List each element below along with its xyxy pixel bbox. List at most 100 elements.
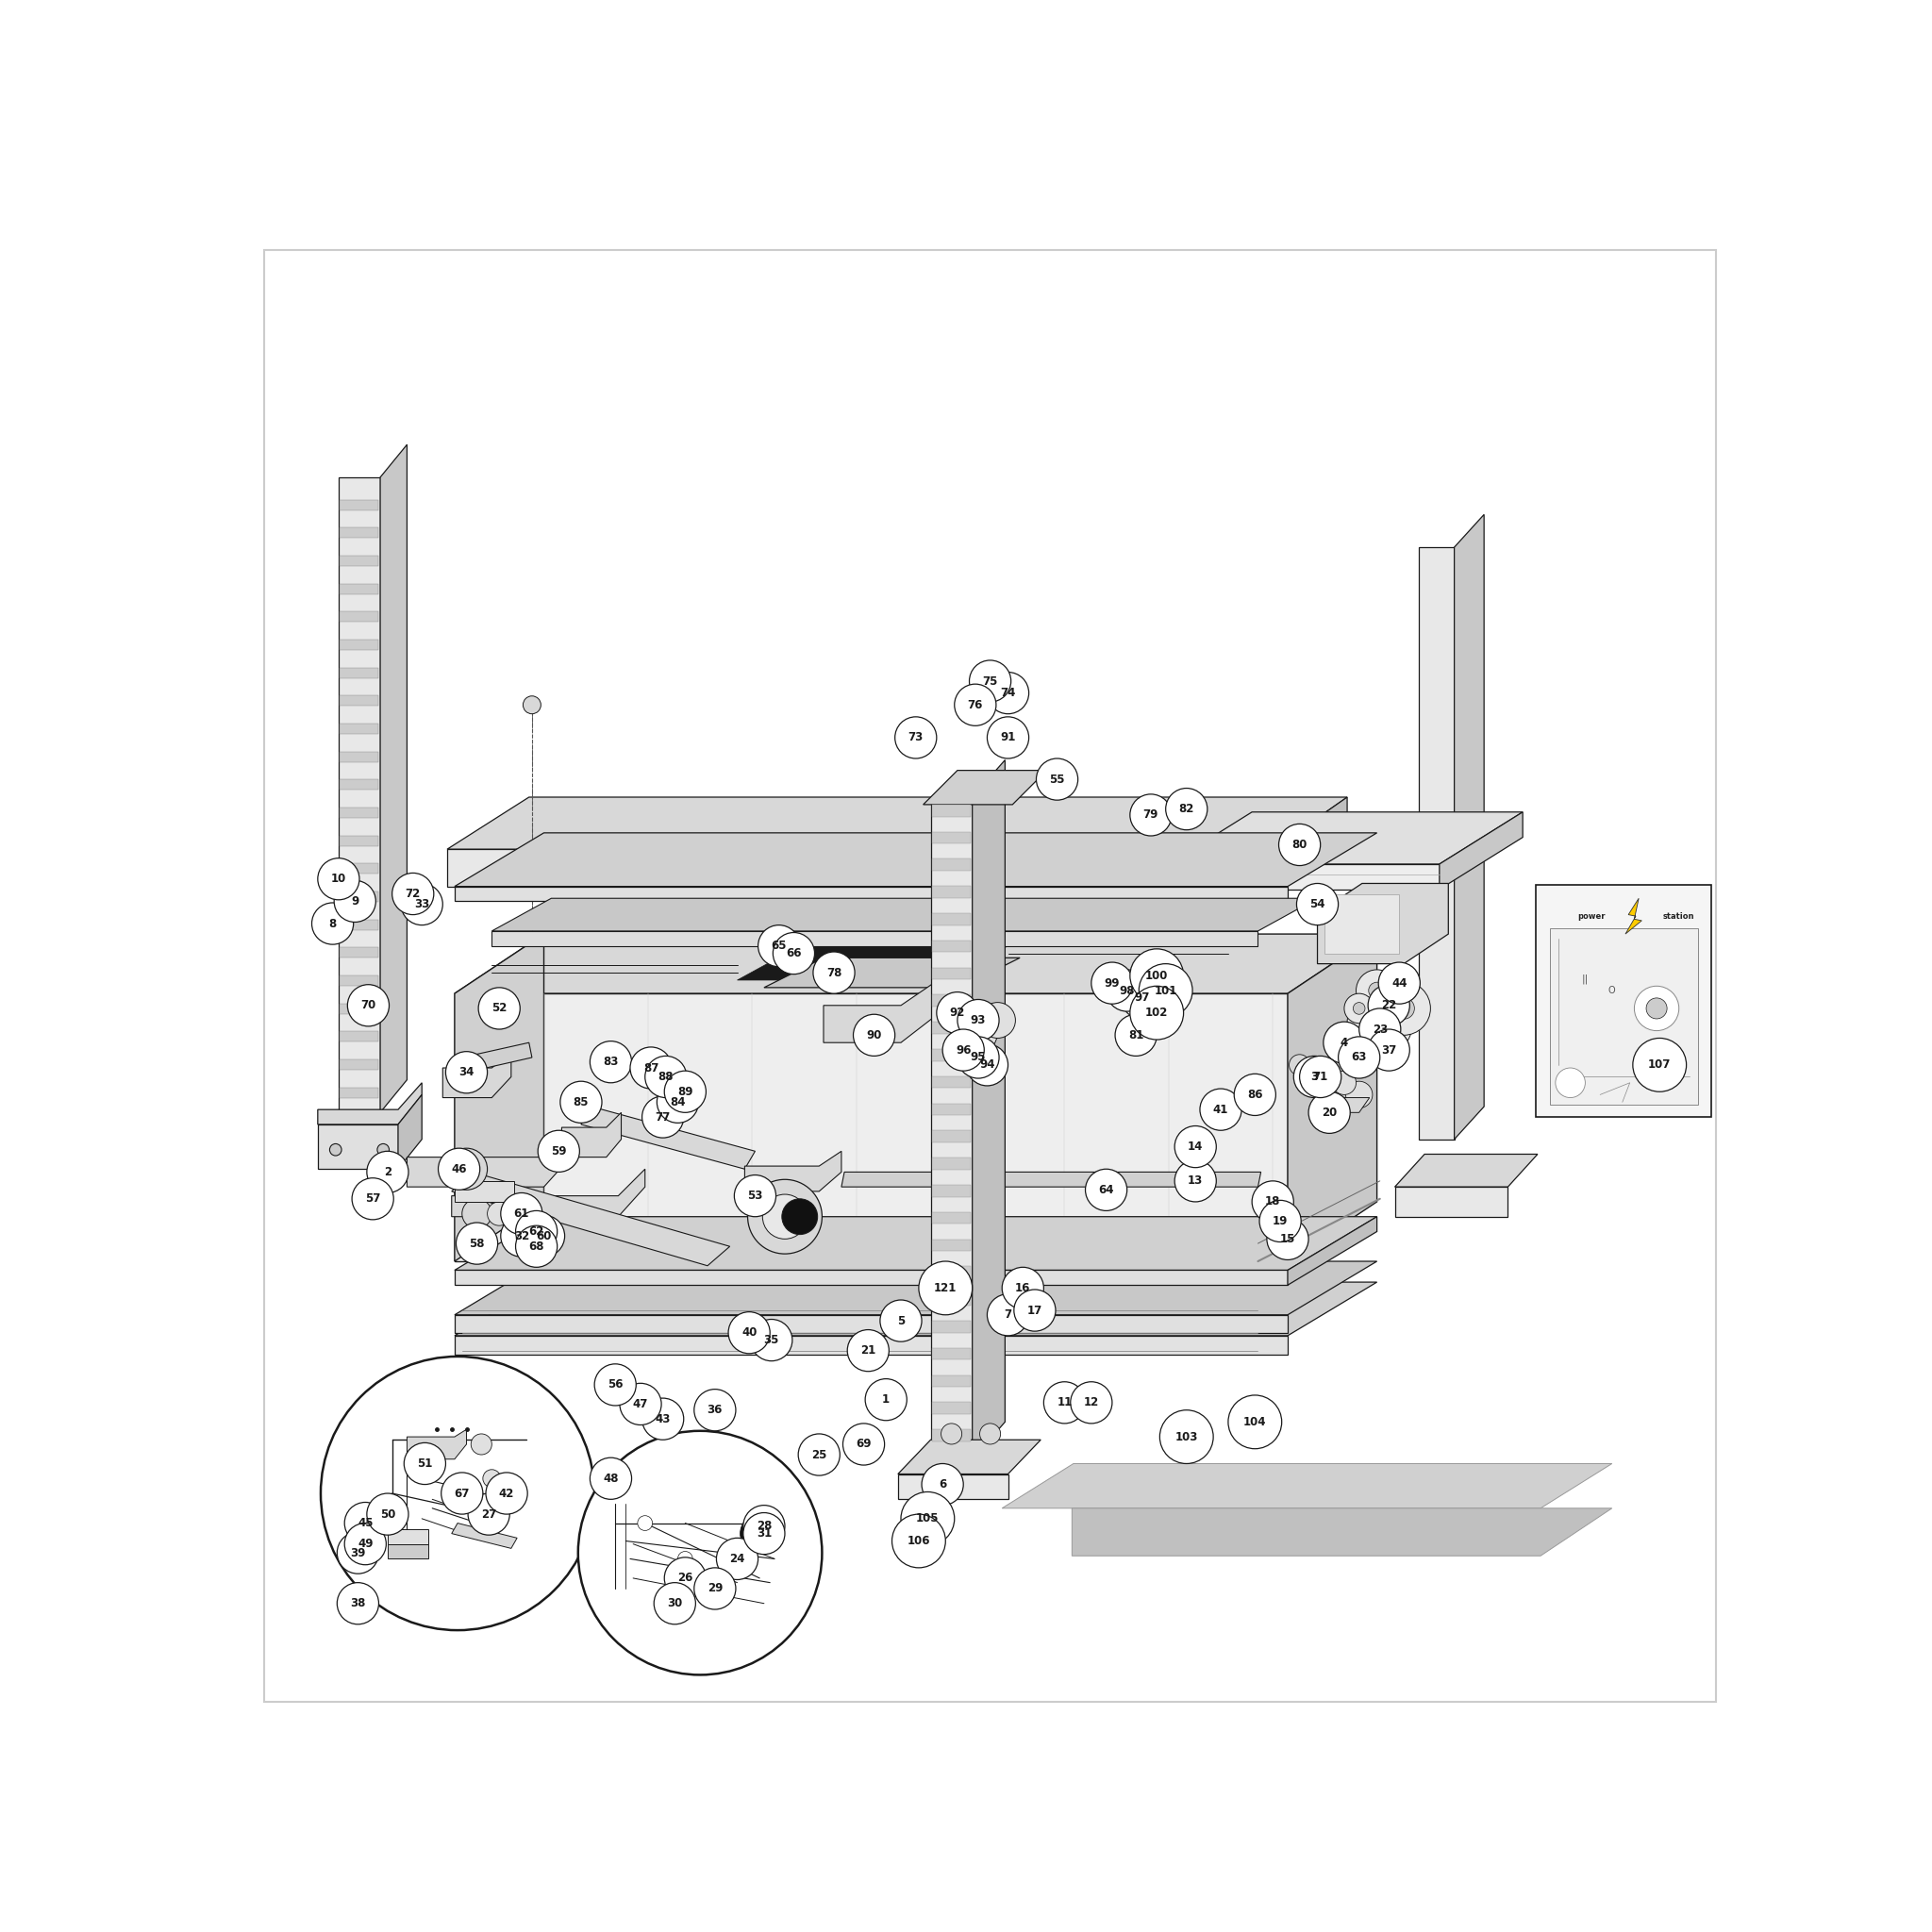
Polygon shape bbox=[931, 1103, 970, 1115]
Circle shape bbox=[937, 991, 978, 1034]
Circle shape bbox=[1036, 759, 1078, 800]
Circle shape bbox=[943, 1030, 983, 1070]
Circle shape bbox=[740, 1515, 779, 1553]
Text: 60: 60 bbox=[537, 1231, 551, 1242]
Polygon shape bbox=[454, 1180, 514, 1202]
Text: 28: 28 bbox=[755, 1520, 771, 1532]
Circle shape bbox=[589, 1457, 632, 1499]
Polygon shape bbox=[340, 779, 379, 790]
Text: 77: 77 bbox=[655, 1111, 670, 1122]
Polygon shape bbox=[931, 1294, 970, 1306]
Polygon shape bbox=[454, 1283, 1378, 1335]
Circle shape bbox=[589, 1041, 632, 1082]
Text: 107: 107 bbox=[1648, 1059, 1671, 1070]
Text: 55: 55 bbox=[1049, 773, 1065, 786]
Text: 6: 6 bbox=[939, 1478, 947, 1492]
Text: 61: 61 bbox=[514, 1208, 529, 1219]
Text: 3: 3 bbox=[1310, 1070, 1318, 1084]
Circle shape bbox=[773, 933, 815, 974]
Text: 98: 98 bbox=[1119, 985, 1134, 997]
Polygon shape bbox=[454, 933, 545, 1262]
Circle shape bbox=[1320, 1101, 1345, 1124]
Polygon shape bbox=[1439, 811, 1522, 889]
Text: 93: 93 bbox=[970, 1014, 985, 1026]
Circle shape bbox=[1368, 985, 1410, 1026]
Text: 104: 104 bbox=[1244, 1416, 1267, 1428]
Text: 52: 52 bbox=[491, 1003, 506, 1014]
Circle shape bbox=[446, 1051, 487, 1094]
Circle shape bbox=[1318, 1057, 1347, 1088]
Polygon shape bbox=[338, 477, 381, 1113]
Circle shape bbox=[941, 1424, 962, 1445]
Circle shape bbox=[1333, 1070, 1356, 1095]
Text: 22: 22 bbox=[1381, 999, 1397, 1012]
Text: 34: 34 bbox=[458, 1066, 473, 1078]
Circle shape bbox=[1130, 949, 1184, 1003]
Circle shape bbox=[980, 1424, 1001, 1445]
Circle shape bbox=[881, 1300, 922, 1341]
Circle shape bbox=[1121, 978, 1163, 1018]
Circle shape bbox=[483, 1470, 500, 1488]
Circle shape bbox=[866, 1379, 906, 1420]
Text: 97: 97 bbox=[1134, 991, 1150, 1005]
Circle shape bbox=[1200, 1090, 1242, 1130]
Text: 21: 21 bbox=[860, 1345, 875, 1356]
Polygon shape bbox=[340, 835, 379, 846]
Text: 48: 48 bbox=[603, 1472, 618, 1484]
Text: 58: 58 bbox=[469, 1236, 485, 1250]
Circle shape bbox=[1345, 993, 1374, 1024]
Circle shape bbox=[630, 1047, 672, 1090]
Polygon shape bbox=[931, 860, 970, 871]
Circle shape bbox=[578, 1432, 821, 1675]
Circle shape bbox=[854, 1014, 895, 1057]
Circle shape bbox=[479, 987, 520, 1030]
Circle shape bbox=[620, 1383, 661, 1426]
Polygon shape bbox=[340, 1088, 379, 1097]
Text: 54: 54 bbox=[1310, 898, 1325, 910]
Polygon shape bbox=[442, 1053, 512, 1097]
Text: 36: 36 bbox=[707, 1405, 723, 1416]
Circle shape bbox=[1302, 1065, 1327, 1090]
Circle shape bbox=[1092, 962, 1132, 1005]
Text: 83: 83 bbox=[603, 1055, 618, 1068]
Circle shape bbox=[958, 999, 999, 1041]
Text: 23: 23 bbox=[1372, 1024, 1387, 1036]
Circle shape bbox=[377, 1144, 388, 1155]
Text: 10: 10 bbox=[330, 873, 346, 885]
Text: 59: 59 bbox=[551, 1146, 566, 1157]
Text: 38: 38 bbox=[350, 1598, 365, 1609]
Circle shape bbox=[1014, 1289, 1055, 1331]
Text: O: O bbox=[1607, 985, 1615, 995]
Text: 9: 9 bbox=[352, 895, 359, 908]
Circle shape bbox=[1175, 1159, 1217, 1202]
Circle shape bbox=[348, 985, 388, 1026]
Text: 88: 88 bbox=[659, 1070, 674, 1084]
Polygon shape bbox=[931, 833, 970, 844]
Circle shape bbox=[487, 1202, 512, 1225]
Text: 64: 64 bbox=[1099, 1184, 1115, 1196]
Text: 32: 32 bbox=[514, 1231, 529, 1242]
Text: 92: 92 bbox=[951, 1007, 966, 1018]
Circle shape bbox=[446, 1148, 487, 1190]
Circle shape bbox=[848, 1329, 889, 1372]
Text: 42: 42 bbox=[498, 1488, 514, 1499]
Polygon shape bbox=[340, 891, 379, 902]
Text: 80: 80 bbox=[1293, 838, 1308, 850]
Polygon shape bbox=[381, 444, 408, 1113]
Circle shape bbox=[1633, 1037, 1687, 1092]
Polygon shape bbox=[931, 1022, 970, 1034]
Circle shape bbox=[500, 1215, 543, 1258]
Polygon shape bbox=[454, 1269, 1287, 1285]
Circle shape bbox=[1347, 1082, 1372, 1109]
Text: 84: 84 bbox=[670, 1095, 686, 1109]
Polygon shape bbox=[398, 1095, 421, 1169]
Polygon shape bbox=[317, 1124, 398, 1169]
Text: 87: 87 bbox=[643, 1063, 659, 1074]
Polygon shape bbox=[340, 1059, 379, 1070]
Circle shape bbox=[1252, 1180, 1294, 1223]
Circle shape bbox=[1555, 1068, 1584, 1097]
Polygon shape bbox=[931, 1321, 970, 1333]
Circle shape bbox=[1229, 1395, 1281, 1449]
Text: 96: 96 bbox=[956, 1043, 972, 1057]
Text: 63: 63 bbox=[1350, 1051, 1366, 1065]
